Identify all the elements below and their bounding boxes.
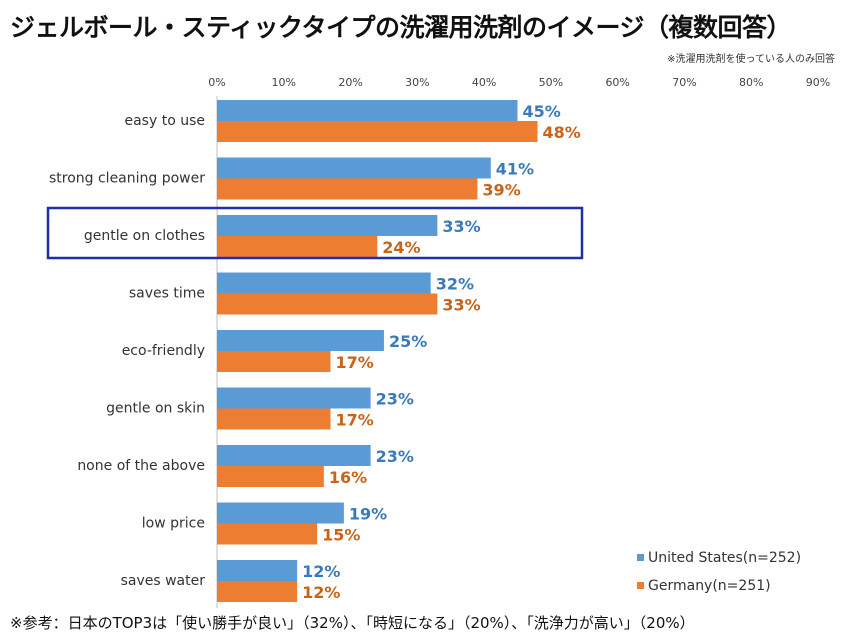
data-label-united-states: 12% [302, 562, 340, 581]
legend-label: United States(n=252) [648, 550, 801, 566]
x-tick-label: 40% [472, 76, 496, 89]
data-label-united-states: 23% [376, 447, 414, 466]
bar-germany [217, 408, 331, 430]
x-tick-label: 70% [672, 76, 696, 89]
x-tick-label: 10% [272, 76, 296, 89]
category-label: gentle on skin [106, 401, 205, 417]
legend-label: Germany(n=251) [648, 578, 771, 594]
data-label-germany: 16% [329, 468, 367, 487]
chart-title: ジェルボール・スティックタイプの洗濯用洗剤のイメージ（複数回答） [10, 13, 792, 42]
highlight-box [46, 206, 584, 260]
category-label: strong cleaning power [49, 171, 205, 187]
bar-germany [217, 293, 438, 315]
bar-united-states [217, 330, 384, 351]
data-label-united-states: 45% [523, 102, 561, 121]
data-label-germany: 48% [543, 123, 581, 142]
chart-note: ※洗濯用洗剤を使っている人のみ回答 [667, 54, 835, 65]
bar-united-states [217, 560, 298, 581]
x-tick-label: 90% [806, 76, 830, 89]
data-label-united-states: 32% [436, 275, 474, 294]
bar-united-states [217, 445, 371, 466]
data-label-germany: 39% [482, 181, 520, 200]
x-tick-label: 80% [739, 76, 763, 89]
data-label-germany: 12% [302, 583, 340, 602]
category-label: gentle on clothes [84, 228, 205, 244]
bar-germany [217, 466, 324, 487]
x-tick-label: 30% [405, 76, 429, 89]
category-label: none of the above [77, 458, 205, 474]
bar-united-states [217, 387, 371, 409]
data-label-germany: 15% [322, 526, 360, 545]
category-label: saves water [121, 573, 206, 589]
bar-united-states [217, 215, 438, 236]
data-label-united-states: 19% [349, 505, 387, 524]
data-label-germany: 17% [336, 411, 374, 430]
category-label: low price [142, 516, 205, 532]
category-label: easy to use [124, 113, 205, 129]
bar-germany [217, 236, 378, 257]
data-label-united-states: 25% [389, 332, 427, 351]
x-tick-label: 50% [539, 76, 563, 89]
x-tick-label: 20% [338, 76, 362, 89]
bar-united-states [217, 100, 518, 121]
bar-germany [217, 178, 478, 200]
bar-united-states [217, 157, 491, 179]
bar-germany [217, 523, 318, 545]
category-label: eco-friendly [122, 343, 205, 359]
category-label: saves time [129, 286, 205, 302]
data-label-united-states: 23% [376, 390, 414, 409]
bar-germany [217, 121, 538, 142]
bar-united-states [217, 502, 344, 524]
data-label-germany: 33% [442, 296, 480, 315]
bar-germany [217, 581, 298, 602]
data-label-united-states: 41% [496, 160, 534, 179]
legend-swatch [637, 582, 644, 589]
data-label-germany: 17% [336, 353, 374, 372]
legend-swatch [637, 554, 644, 561]
data-label-united-states: 33% [442, 217, 480, 236]
x-tick-label: 0% [208, 76, 225, 89]
data-label-germany: 24% [382, 238, 420, 257]
bar-germany [217, 351, 331, 372]
x-tick-label: 60% [605, 76, 629, 89]
chart-footer: ※参考：日本のTOP3は「使い勝手が良い」（32%）、「時短になる」（20%）、… [10, 614, 695, 632]
bar-united-states [217, 272, 431, 294]
